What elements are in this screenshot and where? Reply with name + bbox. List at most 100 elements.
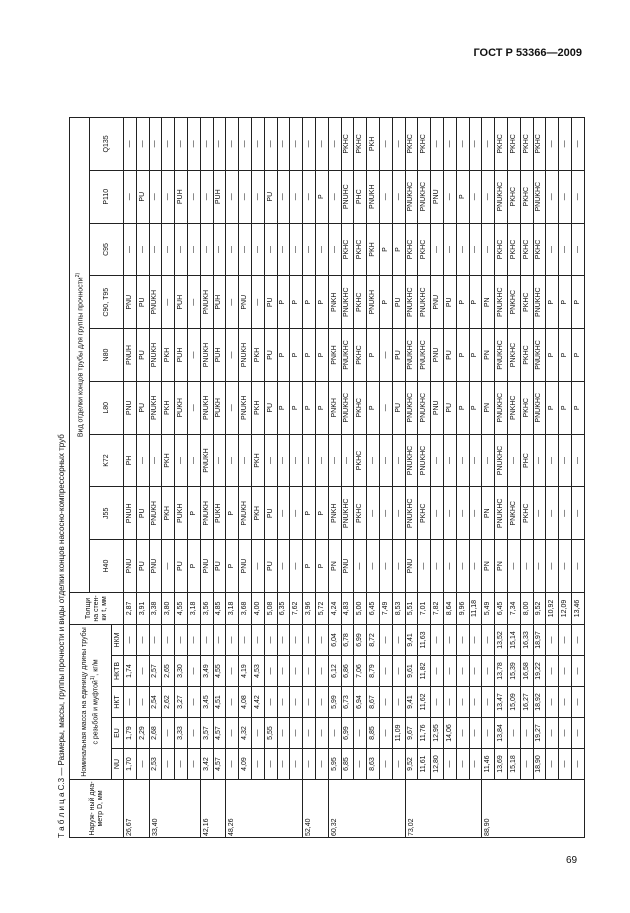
table-cell: — xyxy=(379,486,393,540)
table-cell: — xyxy=(558,748,572,780)
table-cell: — xyxy=(507,539,521,593)
table-cell: 2,65 xyxy=(161,655,175,687)
table-cell: PNUKHC xyxy=(494,328,508,382)
table-cell: PNUKH xyxy=(238,381,252,435)
table-cell: 16,27 xyxy=(520,686,533,718)
table-cell: P xyxy=(289,275,303,329)
table-cell: P xyxy=(571,381,585,435)
table-cell: P xyxy=(392,223,406,276)
table-cell: — xyxy=(213,117,226,171)
table-cell: — xyxy=(136,686,150,718)
table-cell: P xyxy=(302,486,316,540)
table-cell: — xyxy=(200,624,214,656)
table-cell: PNUKHC xyxy=(417,170,431,224)
table-cell: PKHC xyxy=(417,223,431,276)
table-cell: PNUKH xyxy=(200,486,214,540)
table-cell: — xyxy=(545,539,559,593)
table-cell: P xyxy=(225,539,239,593)
table-cell: PKHC xyxy=(353,117,367,171)
table-cell: PNUKH xyxy=(200,381,214,435)
table-cell: — xyxy=(289,486,303,540)
table-cell: 8,63 xyxy=(366,748,380,780)
table-row: — — — — —12,09— — — P P P — — — xyxy=(558,117,572,837)
table-cell: 6,45 xyxy=(366,592,380,625)
table-cell: PNUKHC xyxy=(405,328,418,382)
table-cell: — xyxy=(174,223,188,276)
table-cell: PN xyxy=(481,539,495,593)
table-cell: — xyxy=(456,539,470,593)
table-cell: 16,58 xyxy=(520,655,533,687)
table-cell: 12,09 xyxy=(558,592,572,625)
table-cell: — xyxy=(481,223,495,276)
table-cell: 3,45 xyxy=(200,686,214,718)
table-cell: 5,00 xyxy=(353,592,367,625)
table-cell: 11,76 xyxy=(417,717,431,749)
table-cell: PU xyxy=(136,381,150,435)
table-cell: — xyxy=(481,434,495,487)
table-cell: — xyxy=(161,748,175,780)
table-cell: — xyxy=(238,117,252,171)
table-cell: PKH xyxy=(366,117,380,171)
table-cell: 6,94 xyxy=(353,686,367,718)
table-cell: — xyxy=(430,539,444,593)
table-cell: — xyxy=(341,434,354,487)
table-cell: — xyxy=(187,381,201,435)
table-cell: 2,87 xyxy=(123,592,137,625)
table-cell: — xyxy=(213,434,226,487)
table-cell: — xyxy=(225,434,239,487)
table-cell: — xyxy=(456,748,470,780)
table-cell: — xyxy=(238,223,252,276)
rotated-table-block: Т а б л и ц а С.3 — Размеры, массы, груп… xyxy=(55,117,585,838)
table-cell: — xyxy=(379,170,393,224)
table-cell: — xyxy=(353,748,367,780)
table-cell: 3,80 xyxy=(161,592,175,625)
table-row: 42,16 3,42 3,57 3,45 3,49—3,56 PNU PNUKH PNUKH P… xyxy=(200,117,226,838)
table-cell: — xyxy=(392,170,406,224)
table-cell: PKHC xyxy=(533,117,546,171)
table-cell: PNUKH xyxy=(149,328,162,382)
table-cell: PU xyxy=(392,275,406,329)
table-cell: — xyxy=(443,624,457,656)
table-cell: PN xyxy=(481,381,495,435)
table-cell: — xyxy=(366,486,380,540)
table-cell: — xyxy=(149,223,162,276)
table-cell: — xyxy=(469,717,482,749)
table-cell: — xyxy=(456,686,470,718)
table-cell: — xyxy=(161,117,175,171)
table-cell: — xyxy=(149,434,162,487)
table-cell: PNU xyxy=(430,170,444,224)
table-cell: — xyxy=(289,434,303,487)
table-cell: PNU xyxy=(430,381,444,435)
table-cell: PU xyxy=(136,486,150,540)
table-cell: PNU xyxy=(123,381,137,435)
table-cell: — xyxy=(545,486,559,540)
table-cell: PU xyxy=(136,328,150,382)
table-cell: P xyxy=(315,170,329,224)
table-cell: — xyxy=(136,223,150,276)
table-row: 48,26— — — — —3,18 P P — — — — — — — xyxy=(225,117,303,838)
table-cell: PKHC xyxy=(417,486,431,540)
table-cell: PNKH xyxy=(328,275,342,329)
grade-header: Р110 xyxy=(89,170,124,224)
table-row: — — — — —9,96— — — P P P — P — xyxy=(456,117,470,837)
table-cell: — xyxy=(289,117,303,171)
table-caption: Т а б л и ц а С.3 — Размеры, массы, груп… xyxy=(57,434,66,838)
table-cell: — xyxy=(302,170,316,224)
table-cell: PKH xyxy=(251,381,265,435)
table-cell: PKHC xyxy=(353,223,367,276)
table-row: — — — — —7,62— — — P P P — — — xyxy=(289,117,303,837)
table-cell: — xyxy=(264,686,278,718)
table-cell: 14,06 xyxy=(443,717,457,749)
table-cell: 11,82 xyxy=(417,655,431,687)
table-cell: — xyxy=(379,117,393,171)
table-cell: — xyxy=(443,655,457,687)
table-cell: 4,24 xyxy=(328,592,342,625)
table-cell: P xyxy=(545,381,559,435)
table-cell: — xyxy=(251,624,265,656)
table-cell: 12,95 xyxy=(430,717,444,749)
table-cell: P xyxy=(456,170,470,224)
table-cell: PNUKHC xyxy=(533,328,546,382)
table-cell: 2,57 xyxy=(149,655,162,687)
table-cell: 3,96 xyxy=(302,592,316,625)
table-cell: PNUH xyxy=(123,486,137,540)
